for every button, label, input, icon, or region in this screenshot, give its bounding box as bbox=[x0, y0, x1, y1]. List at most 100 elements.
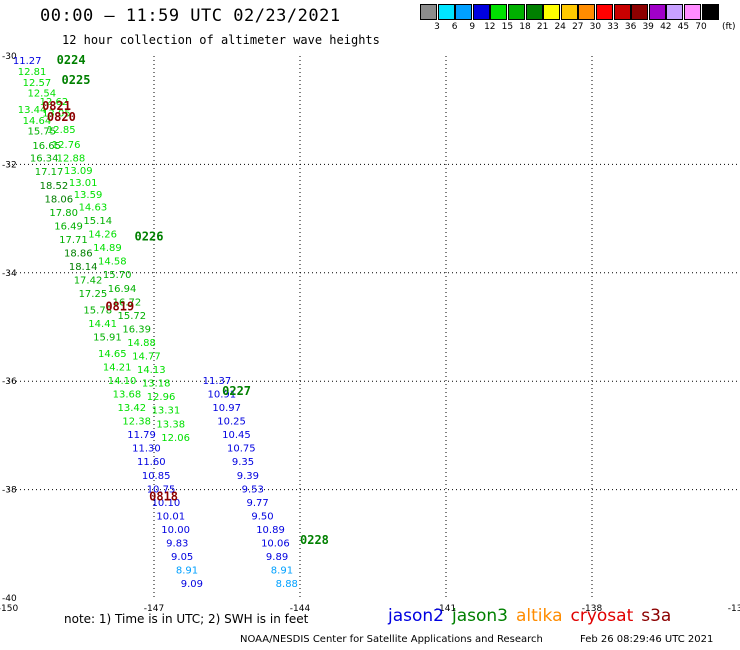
swh-value: 14.13 bbox=[137, 365, 166, 376]
swh-value: 12.38 bbox=[122, 417, 151, 428]
color-scale-swatch bbox=[596, 4, 613, 20]
color-scale-label: 27 bbox=[572, 22, 584, 32]
color-scale-swatch bbox=[560, 4, 578, 20]
chart-subtitle: 12 hour collection of altimeter wave hei… bbox=[62, 33, 380, 47]
swh-value: 11.37 bbox=[203, 376, 232, 387]
swh-value: 9.77 bbox=[246, 498, 268, 509]
pass-label: 0818 bbox=[149, 489, 178, 503]
swh-value: 12.76 bbox=[52, 140, 81, 151]
color-scale-swatch bbox=[508, 4, 525, 20]
swh-value: 11.30 bbox=[132, 444, 161, 455]
color-scale-swatch bbox=[666, 4, 684, 20]
swh-value: 10.01 bbox=[156, 511, 185, 522]
y-tick-label: -34 bbox=[2, 269, 17, 279]
color-scale-label: 33 bbox=[607, 22, 619, 32]
y-tick-label: -40 bbox=[2, 594, 17, 604]
color-scale-swatch bbox=[490, 4, 508, 20]
swh-value: 15.78 bbox=[83, 305, 112, 316]
satellite-legend-item: s3a bbox=[641, 606, 672, 626]
satellite-legend-item: jason2 bbox=[388, 606, 444, 626]
swh-value: 9.09 bbox=[181, 579, 203, 590]
axis-ticks: -150 -147 -144 -141 -138 -135 -30 -32 -34 -36 -38 -… bbox=[0, 52, 740, 614]
color-scale-label: 9 bbox=[469, 22, 476, 32]
swh-value: 17.80 bbox=[49, 208, 78, 219]
swh-value: 8.91 bbox=[176, 566, 198, 577]
swh-value: 16.39 bbox=[122, 324, 151, 335]
swh-value: 13.05 bbox=[42, 109, 71, 120]
x-tick-label: -150 bbox=[0, 604, 18, 614]
swh-value: 18.86 bbox=[64, 249, 93, 260]
swh-value: 14.77 bbox=[132, 352, 161, 363]
swh-value: 8.91 bbox=[271, 566, 293, 577]
color-scale-swatch bbox=[543, 4, 561, 20]
satellite-legend-item: altika bbox=[516, 606, 563, 626]
swh-value: 10.45 bbox=[222, 430, 251, 441]
color-scale-label: 24 bbox=[554, 22, 566, 32]
swh-value: 14.89 bbox=[93, 243, 122, 254]
swh-value: 11.79 bbox=[127, 430, 156, 441]
swh-value: 16.49 bbox=[54, 221, 83, 232]
pass-label: 0820 bbox=[47, 110, 76, 124]
swh-value: 15.70 bbox=[103, 270, 132, 281]
swh-value: 17.25 bbox=[79, 289, 108, 300]
swh-value: 15.91 bbox=[93, 333, 122, 344]
y-tick-label: -32 bbox=[2, 160, 17, 170]
y-tick-label: -36 bbox=[2, 377, 17, 387]
x-tick-label: -144 bbox=[290, 604, 311, 614]
satellite-legend-item: cryosat bbox=[570, 606, 634, 626]
swh-value: 9.35 bbox=[232, 457, 254, 468]
color-scale-label: 39 bbox=[642, 22, 654, 32]
swh-value: 14.88 bbox=[127, 338, 156, 349]
y-tick-label: -38 bbox=[2, 486, 17, 496]
swh-value: 15.14 bbox=[83, 216, 112, 227]
color-scale-label: 15 bbox=[501, 22, 514, 32]
x-tick-label: -141 bbox=[436, 604, 456, 614]
pass-label: 0225 bbox=[62, 73, 91, 87]
color-scale-label: 42 bbox=[660, 22, 672, 32]
color-scale-unit: (ft) bbox=[722, 22, 736, 32]
swh-value: 12.06 bbox=[161, 433, 190, 444]
swh-value: 10.75 bbox=[227, 444, 256, 455]
swh-value: 11.27 bbox=[13, 56, 42, 67]
color-scale-swatch bbox=[437, 4, 455, 20]
x-tick-label: -138 bbox=[582, 604, 603, 614]
color-scale-swatch bbox=[525, 4, 543, 20]
color-scale-label: 30 bbox=[589, 22, 602, 32]
swh-value: 17.17 bbox=[35, 167, 64, 178]
pass-label: 0226 bbox=[135, 229, 164, 243]
swh-value: 14.41 bbox=[88, 319, 117, 330]
swh-value: 12.81 bbox=[18, 67, 47, 78]
swh-value: 13.42 bbox=[118, 403, 147, 414]
color-scale-label: 12 bbox=[484, 22, 496, 32]
swh-value: 9.89 bbox=[266, 552, 288, 563]
color-scale-label: 21 bbox=[536, 22, 549, 32]
map-grid bbox=[8, 56, 738, 598]
y-tick-label: -30 bbox=[2, 52, 17, 62]
pass-label: 0224 bbox=[57, 53, 86, 67]
color-scale-swatch bbox=[455, 4, 473, 20]
swh-value: 10.10 bbox=[152, 498, 181, 509]
swh-value: 12.62 bbox=[40, 97, 69, 108]
swh-value: 15.75 bbox=[27, 127, 56, 138]
pass-label: 0228 bbox=[300, 533, 329, 547]
swh-value: 13.09 bbox=[64, 166, 93, 177]
swh-value: 12.85 bbox=[47, 125, 76, 136]
x-tick-label: -147 bbox=[144, 604, 164, 614]
swh-value: 13.18 bbox=[142, 379, 171, 390]
swh-value: 10.06 bbox=[261, 539, 290, 550]
swh-value: 14.64 bbox=[23, 116, 52, 127]
swh-value: 12.96 bbox=[147, 392, 176, 403]
color-scale-swatch bbox=[648, 4, 666, 20]
swh-value: 13.38 bbox=[156, 419, 185, 430]
swh-value: 18.52 bbox=[40, 181, 69, 192]
swh-value: 14.58 bbox=[98, 257, 127, 268]
color-scale-swatch bbox=[578, 4, 596, 20]
swh-value: 10.25 bbox=[217, 417, 246, 428]
swh-value: 14.10 bbox=[108, 376, 137, 387]
generated-timestamp: Feb 26 08:29:46 UTC 2021 bbox=[580, 634, 714, 645]
pass-label: 0819 bbox=[105, 300, 134, 314]
swh-value: 13.44 bbox=[18, 105, 47, 116]
satellite-legend-item: jason3 bbox=[452, 606, 508, 626]
pass-label: 0227 bbox=[222, 384, 251, 398]
